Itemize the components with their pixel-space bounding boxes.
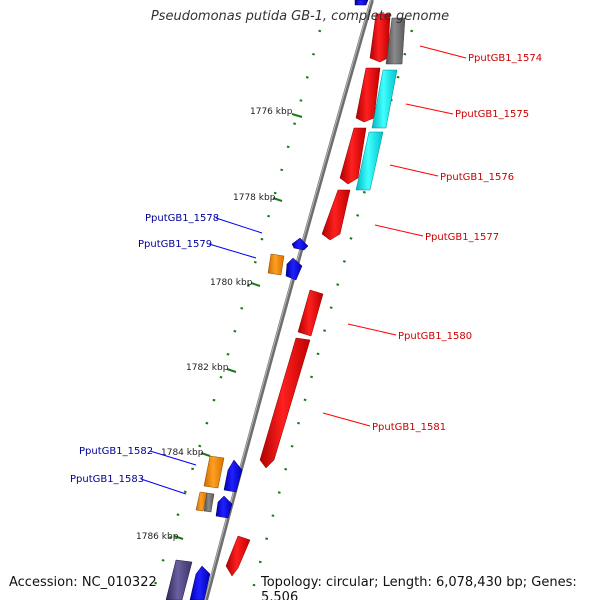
gene-label-pputgb1-1577[interactable]: PputGB1_1577	[425, 232, 499, 243]
gene-feature-cyan-1[interactable]	[371, 69, 398, 129]
gene-label-pputgb1-1583[interactable]: PputGB1_1583	[70, 474, 144, 485]
gene-label-pputgb1-1574[interactable]: PputGB1_1574	[468, 53, 542, 64]
gene-reverse-bottom[interactable]	[189, 565, 211, 600]
gene-feature-cyan-2[interactable]	[355, 131, 384, 191]
gene-feature-orange-3[interactable]	[195, 491, 208, 512]
label-leader-line	[215, 217, 263, 234]
kbp-tick-label: 1786 kbp	[136, 532, 179, 542]
gene-feature-gray[interactable]	[385, 17, 406, 65]
kbp-tick-label: 1784 kbp	[161, 448, 204, 458]
label-leader-line	[374, 224, 424, 237]
gene-label-pputgb1-1582[interactable]: PputGB1_1582	[79, 446, 153, 457]
gene-pputgb1-1583[interactable]	[215, 495, 233, 519]
gene-forward-bottom[interactable]	[225, 535, 251, 577]
kbp-tick-mark	[173, 535, 184, 540]
kbp-tick-label: 1776 kbp	[250, 107, 293, 117]
gene-pputgb1-1580[interactable]	[297, 289, 324, 337]
genome-backbone	[204, 0, 374, 600]
kbp-ticks: 1776 kbp 1778 kbp 1780 kbp 1782 kbp 1784…	[136, 107, 303, 542]
gene-pputgb1-1582[interactable]	[223, 459, 243, 493]
gene-label-pputgb1-1578[interactable]: PputGB1_1578	[145, 213, 219, 224]
label-leader-line	[405, 103, 454, 115]
map-title: Pseudomonas putida GB-1, complete genome	[150, 9, 450, 24]
label-leader-line	[208, 243, 257, 259]
gene-pputgb1-1579[interactable]	[285, 257, 303, 281]
kbp-tick-mark	[291, 113, 303, 118]
gene-pputgb1-1577[interactable]	[321, 189, 351, 241]
kbp-tick-label: 1778 kbp	[233, 193, 276, 203]
label-leader-line	[347, 323, 397, 336]
gene-feature-orange-1[interactable]	[267, 253, 285, 276]
kbp-tick-mark	[200, 452, 211, 457]
gene-feature-purple[interactable]	[165, 559, 193, 600]
label-leader-line	[140, 478, 187, 495]
kbp-tick-label: 1780 kbp	[210, 278, 253, 288]
forward-gene-labels: PputGB1_1574 PputGB1_1575 PputGB1_1576 P…	[322, 45, 542, 433]
label-leader-line	[389, 164, 439, 177]
gene-label-pputgb1-1575[interactable]: PputGB1_1575	[455, 109, 529, 120]
genome-backbone-highlight	[204, 0, 372, 600]
kbp-tick-mark	[226, 368, 237, 373]
gene-pputgb1-1575[interactable]	[355, 67, 381, 123]
kbp-tick-label: 1782 kbp	[186, 363, 229, 373]
topology-text: Topology: circular; Length: 6,078,430 bp…	[261, 575, 577, 600]
gene-pputgb1-1576[interactable]	[339, 127, 367, 185]
kbp-tick-mark	[250, 282, 261, 287]
gene-top-partial[interactable]	[354, 0, 369, 6]
gene-pputgb1-1574[interactable]	[369, 13, 391, 63]
gene-feature-orange-2[interactable]	[203, 455, 225, 489]
gene-label-pputgb1-1579[interactable]: PputGB1_1579	[138, 239, 212, 250]
gene-label-pputgb1-1581[interactable]: PputGB1_1581	[372, 422, 446, 433]
kbp-tick-mark	[272, 197, 283, 202]
gene-label-pputgb1-1576[interactable]: PputGB1_1576	[440, 172, 514, 183]
reverse-gene-labels: PputGB1_1578 PputGB1_1579 PputGB1_1582 P…	[70, 213, 263, 495]
gene-pputgb1-1581[interactable]	[259, 337, 311, 469]
gene-pputgb1-1578[interactable]	[291, 237, 309, 251]
gene-label-pputgb1-1580[interactable]: PputGB1_1580	[398, 331, 472, 342]
label-leader-line	[419, 45, 467, 59]
gene-feature-gray-small[interactable]	[203, 492, 215, 513]
label-leader-line	[149, 450, 197, 466]
label-leader-line	[322, 412, 371, 427]
accession-text: Accession: NC_010322	[9, 575, 157, 590]
